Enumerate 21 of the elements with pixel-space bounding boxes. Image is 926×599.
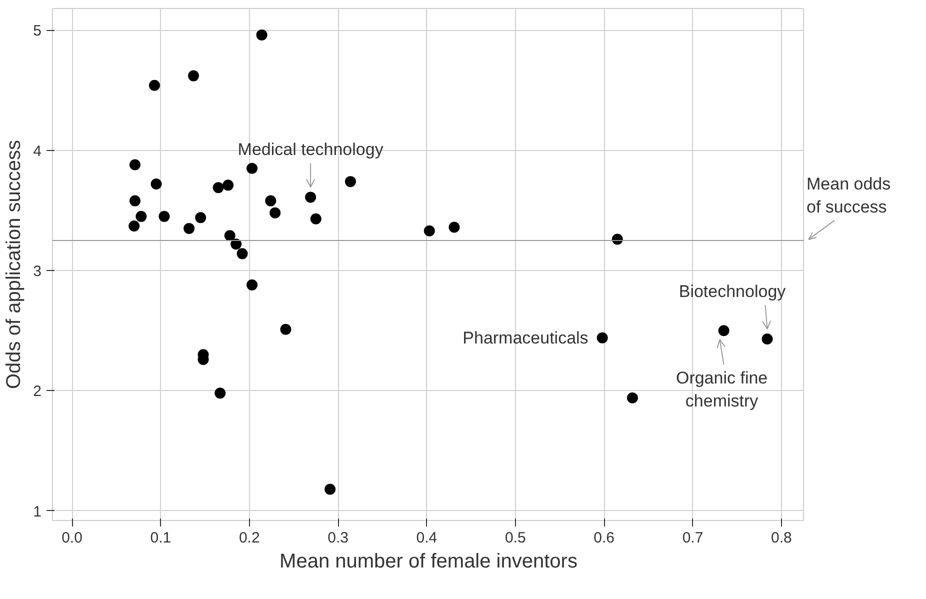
y-tick-label: 2 — [33, 383, 42, 400]
annotation: Organic fine chemistry — [676, 368, 768, 410]
x-tick-label: 0.4 — [416, 530, 438, 546]
y-axis-title: Odds of application success — [3, 140, 26, 390]
ref-line-label: Mean odds of success — [806, 174, 891, 216]
annotation: Pharmaceuticals — [462, 328, 588, 348]
x-axis-title: Mean number of female inventors — [280, 550, 578, 572]
x-tick-label: 0.2 — [238, 530, 260, 546]
x-tick-label: 0.7 — [682, 530, 704, 546]
y-tick-label: 4 — [33, 142, 42, 160]
x-tick-label: 0.6 — [594, 530, 615, 546]
y-tick-label: 5 — [33, 22, 42, 40]
y-tick-label: 3 — [33, 263, 42, 280]
x-tick-label: 0.0 — [62, 530, 82, 546]
x-tick-label: 0.3 — [328, 530, 348, 546]
x-tick-label: 0.1 — [150, 530, 172, 546]
y-tick-label: 1 — [33, 503, 42, 520]
x-tick-label: 0.8 — [771, 530, 792, 546]
x-tick-label: 0.5 — [504, 530, 526, 546]
annotation: Medical technology — [238, 140, 384, 160]
annotation: Biotechnology — [678, 282, 786, 302]
